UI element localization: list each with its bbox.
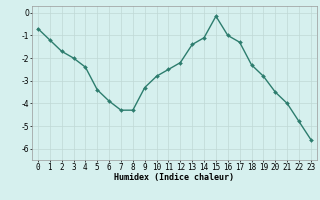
X-axis label: Humidex (Indice chaleur): Humidex (Indice chaleur) [115, 173, 234, 182]
